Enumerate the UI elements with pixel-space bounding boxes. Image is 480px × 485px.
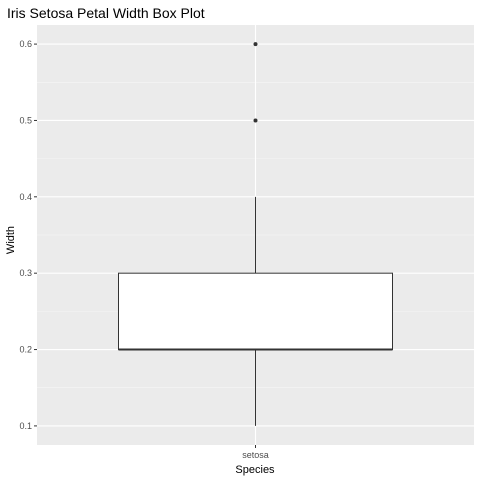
box-layer (118, 42, 393, 426)
outlier-point (253, 42, 258, 47)
y-tick-label: 0.1 (19, 421, 32, 431)
x-axis-title: Species (235, 464, 275, 476)
box-iqr (118, 272, 393, 351)
x-axis: setosa (242, 445, 269, 460)
chart-title: Iris Setosa Petal Width Box Plot (7, 5, 205, 21)
y-axis: 0.1 0.2 0.3 0.4 0.5 0.6 (19, 39, 37, 431)
y-tick-label: 0.6 (19, 39, 32, 49)
y-tick-label: 0.2 (19, 345, 32, 355)
y-tick-label: 0.5 (19, 115, 32, 125)
outlier-point (253, 118, 258, 123)
y-axis-title: Width (5, 226, 17, 254)
y-tick-label: 0.4 (19, 192, 32, 202)
y-tick-label: 0.3 (19, 268, 32, 278)
x-tick-label: setosa (242, 450, 269, 460)
